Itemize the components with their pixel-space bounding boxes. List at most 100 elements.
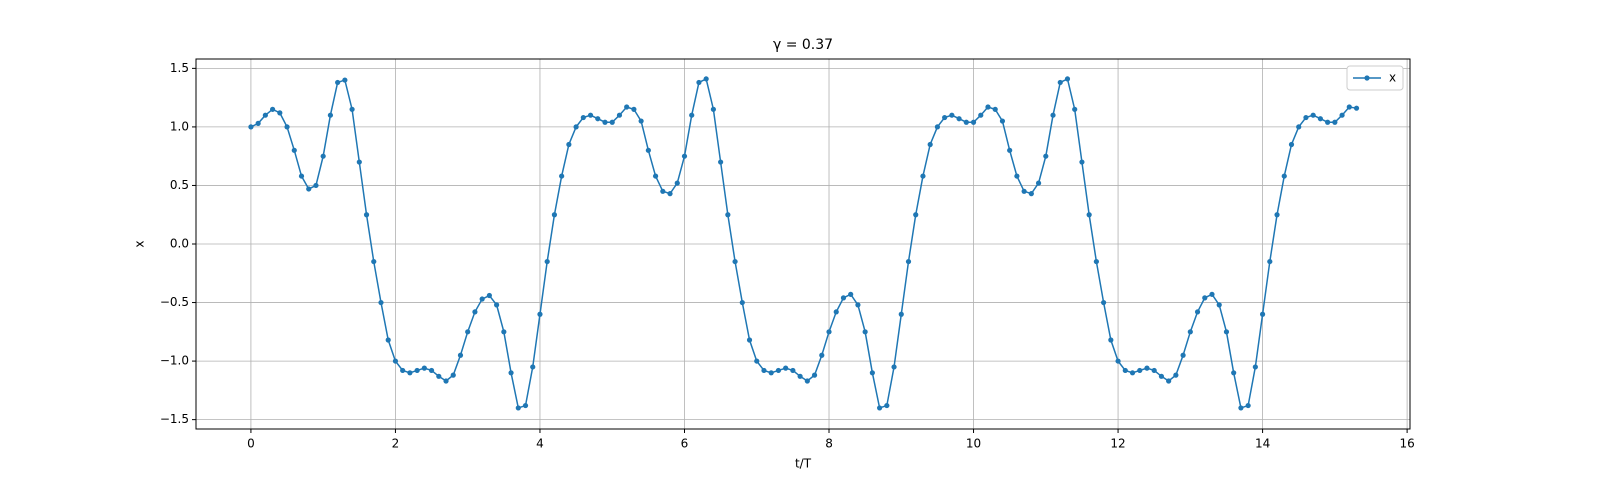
marker [1035,180,1042,186]
marker [1043,153,1049,159]
marker [797,373,803,379]
marker [559,173,565,179]
plot-frame [195,58,1411,430]
marker [725,212,731,218]
marker [1173,372,1179,378]
marker [898,311,904,317]
marker [1158,373,1165,379]
marker [1310,112,1316,118]
marker [1050,112,1056,118]
marker [1151,367,1157,374]
marker [718,159,724,165]
marker [1194,309,1201,315]
marker [479,296,485,302]
marker [494,302,500,308]
x-tick-label: 4 [536,437,544,451]
marker [934,124,941,130]
marker [855,302,861,308]
marker [414,367,420,374]
marker [667,191,673,197]
marker [1028,191,1034,197]
marker [385,337,391,343]
marker [999,118,1006,124]
line [250,77,1357,409]
marker [1223,329,1230,335]
marker [1339,112,1345,118]
marker [1166,378,1172,384]
marker [486,292,492,299]
marker [876,405,883,411]
marker [1115,358,1121,364]
marker [443,378,449,384]
marker [732,258,738,265]
marker [1267,258,1273,265]
x-tick-label: 14 [1255,437,1270,451]
marker [363,212,370,218]
marker [942,114,948,121]
x-axis-label: t/T [795,457,812,471]
marker [378,299,384,306]
marker [963,119,969,125]
marker [1014,173,1020,179]
marker [508,370,514,376]
marker [848,291,854,297]
marker [400,367,406,374]
marker [703,76,709,82]
marker [920,173,926,179]
marker [392,358,399,364]
marker [811,372,818,378]
x-tick-label: 8 [825,437,833,451]
marker [1325,119,1331,125]
y-tick-label: 1.5 [170,61,189,75]
legend-marker [1364,75,1370,81]
marker [992,106,998,112]
marker [913,212,919,218]
legend-label: x [1389,71,1396,85]
marker [768,370,774,376]
marker [551,212,558,218]
marker [1231,370,1237,376]
marker [1216,302,1222,308]
marker [869,370,875,376]
marker [927,141,933,148]
marker [1187,329,1193,335]
marker [1332,119,1338,125]
marker [689,112,695,118]
marker [1108,337,1114,343]
y-tick-label: 0.0 [170,237,189,251]
marker [428,367,435,374]
marker [269,106,276,112]
marker [1180,352,1186,358]
marker [1252,364,1258,370]
marker [891,364,897,370]
marker [862,329,868,335]
x-tick-label: 6 [681,437,689,451]
marker [342,77,348,83]
marker [681,153,688,159]
marker [985,104,991,110]
marker [530,364,536,370]
marker [255,120,261,126]
marker [804,378,810,384]
x-tick-label: 16 [1399,437,1414,451]
marker [284,124,290,130]
y-tick-label: 1.0 [170,119,189,133]
marker [522,402,529,409]
marker [1245,402,1251,409]
marker [335,79,341,86]
marker [905,258,912,265]
marker [1288,141,1295,148]
y-tick-label: −0.5 [160,295,189,309]
marker [1317,116,1323,122]
marker [754,358,760,364]
marker [313,182,319,189]
marker [1259,311,1266,317]
marker [349,106,355,112]
marker [645,147,651,153]
marker [436,373,442,379]
marker [624,104,630,110]
marker [1064,76,1071,82]
marker [826,329,832,335]
marker [775,367,782,374]
marker [573,124,579,130]
